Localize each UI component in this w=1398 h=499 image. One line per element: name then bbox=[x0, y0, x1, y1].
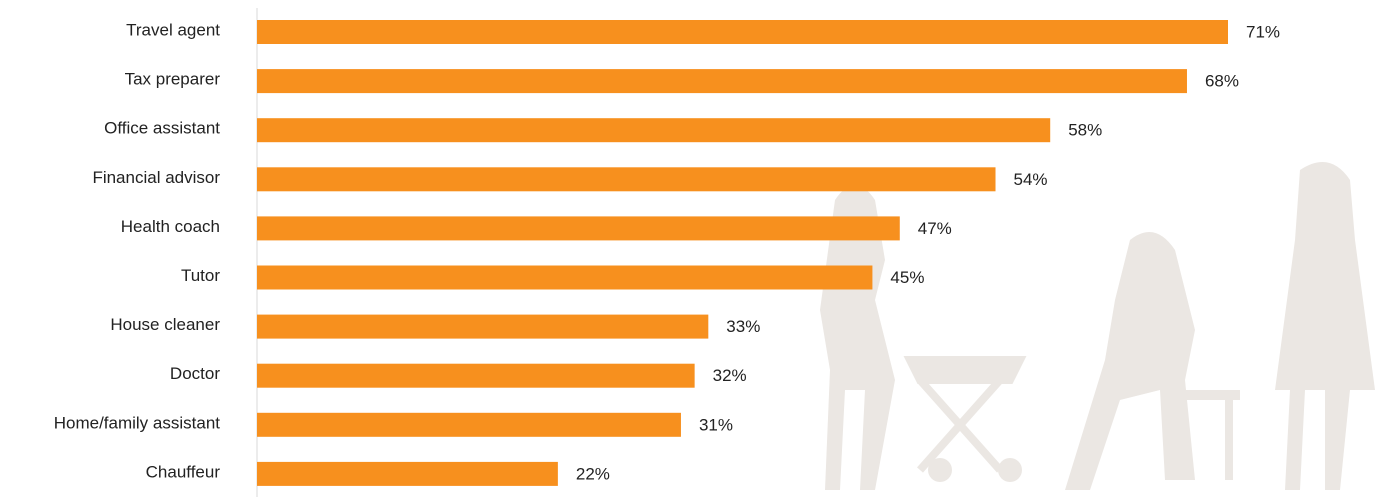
value-label: 54% bbox=[1014, 170, 1048, 189]
value-label: 58% bbox=[1068, 121, 1102, 140]
category-label: Travel agent bbox=[126, 20, 220, 39]
value-label: 22% bbox=[576, 464, 610, 483]
value-label: 31% bbox=[699, 415, 733, 434]
category-label: Tutor bbox=[181, 266, 220, 285]
bar bbox=[257, 69, 1187, 94]
category-label: Health coach bbox=[121, 217, 220, 236]
background-silhouettes bbox=[820, 162, 1375, 490]
category-label: Chauffeur bbox=[146, 462, 221, 481]
bar bbox=[257, 167, 996, 192]
value-label: 45% bbox=[890, 268, 924, 287]
category-label: Office assistant bbox=[104, 119, 220, 138]
category-label: Doctor bbox=[170, 364, 220, 383]
bar bbox=[257, 412, 681, 437]
bar bbox=[257, 363, 695, 388]
bar bbox=[257, 314, 709, 339]
value-label: 33% bbox=[726, 317, 760, 336]
value-label: 47% bbox=[918, 219, 952, 238]
bar bbox=[257, 265, 873, 290]
category-label: Tax preparer bbox=[125, 70, 221, 89]
bar bbox=[257, 216, 900, 241]
bar bbox=[257, 461, 558, 486]
value-label: 68% bbox=[1205, 72, 1239, 91]
value-label: 32% bbox=[713, 366, 747, 385]
bar bbox=[257, 20, 1228, 44]
category-label: Financial advisor bbox=[92, 168, 220, 187]
category-label: House cleaner bbox=[110, 315, 220, 334]
bar bbox=[257, 118, 1051, 143]
value-label: 71% bbox=[1246, 22, 1280, 41]
category-label: Home/family assistant bbox=[54, 413, 221, 432]
